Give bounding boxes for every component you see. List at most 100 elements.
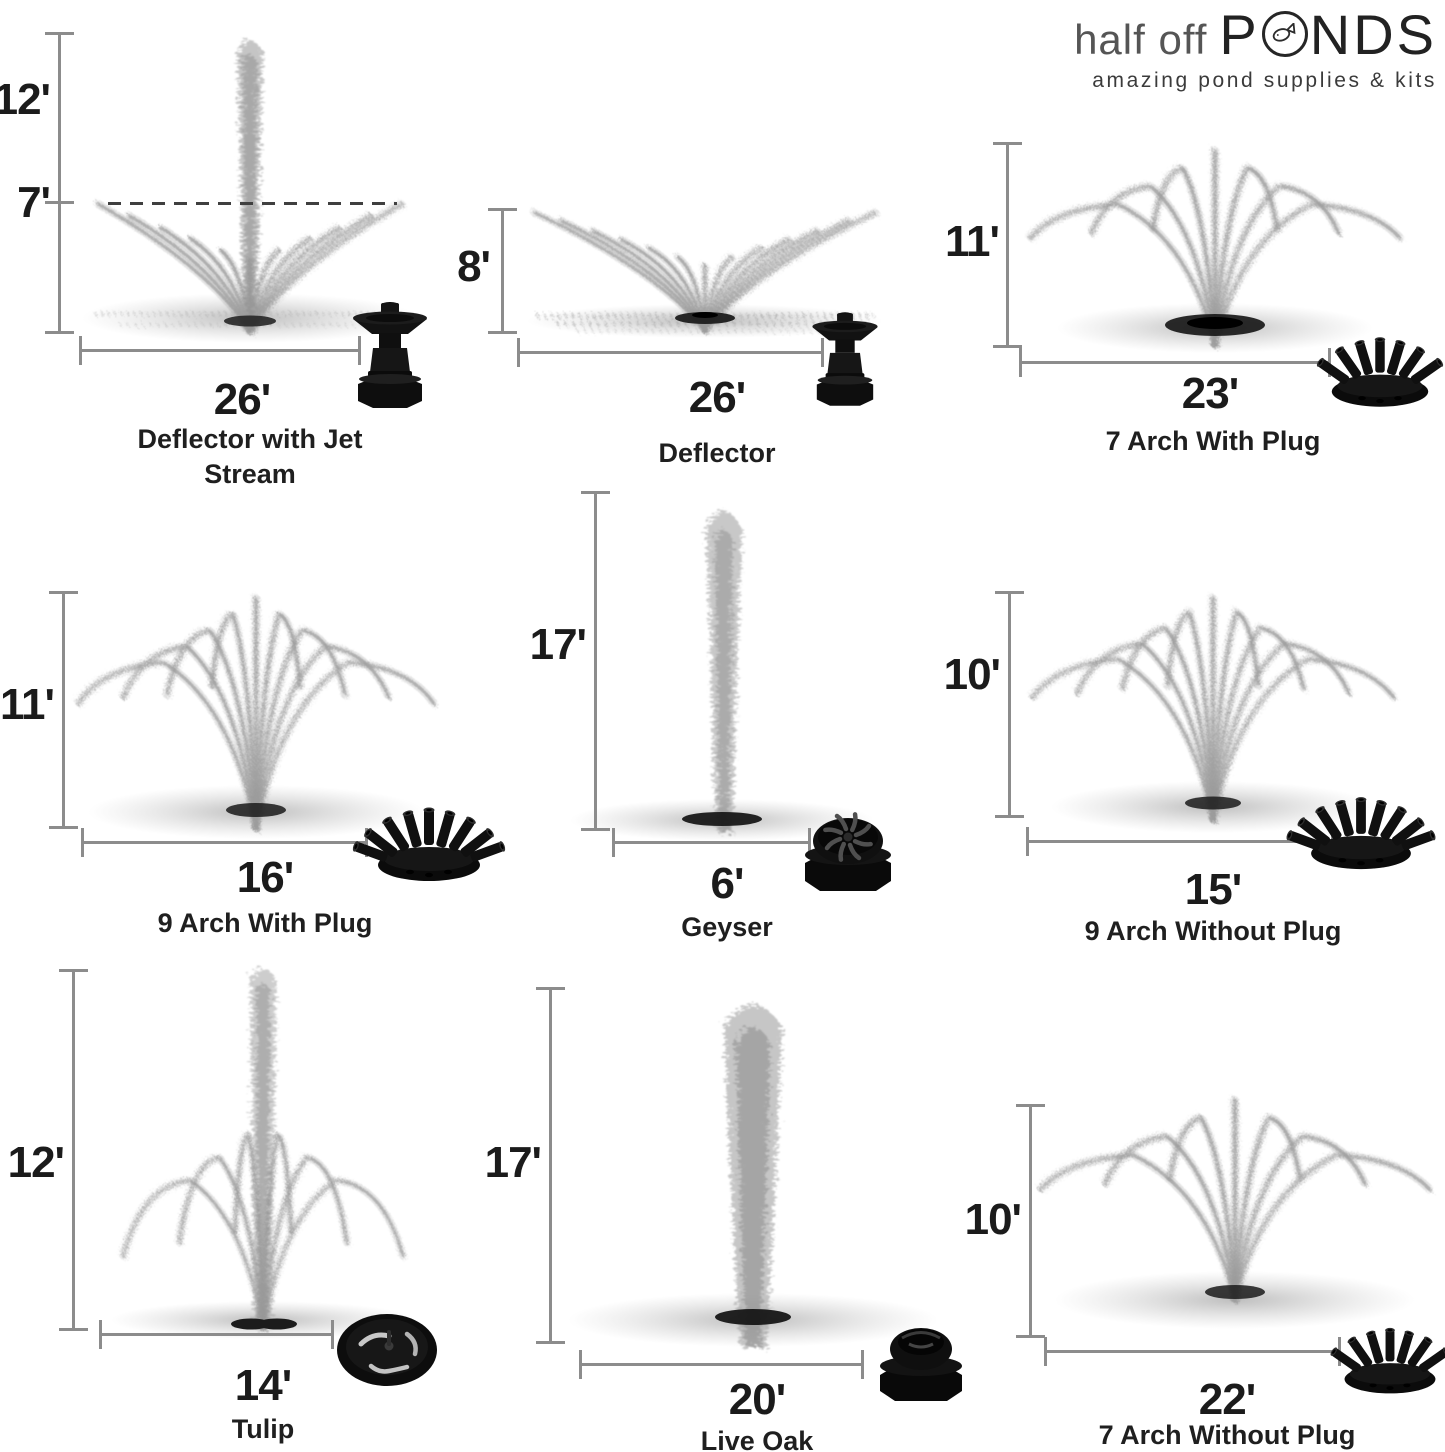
pinwheel-slots — [823, 812, 873, 862]
width-dimension-line — [1026, 827, 1334, 856]
dim-tick — [45, 32, 74, 35]
dim-tick — [993, 345, 1022, 348]
deflector-float-nozzle-icon — [812, 312, 878, 406]
width-dimension-line — [612, 828, 811, 857]
width-label: 23' — [1181, 369, 1239, 418]
product-name: Geyser — [681, 912, 773, 942]
dim-tick — [995, 815, 1024, 818]
geyser-cap-nozzle-icon — [805, 812, 891, 891]
dim-tick — [581, 491, 610, 494]
spray-illustration-7-arch — [1024, 150, 1406, 353]
fountain-cell-deflector: 8' 26' Deflector — [457, 0, 963, 470]
dim-tick — [581, 828, 610, 831]
height-label: 11' — [0, 680, 55, 729]
product-name: 9 Arch Without Plug — [1084, 916, 1342, 946]
product-name: Deflector with Jet Stream — [137, 424, 363, 490]
spray-illustration-9-arch — [1026, 596, 1400, 833]
width-dimension-line — [1044, 1337, 1341, 1366]
fountain-cell-tulip: 12' 14' Tulip — [0, 950, 482, 1452]
spray-fan — [1026, 596, 1400, 824]
height-dimension-line — [49, 591, 78, 829]
spray-illustration-live-oak — [568, 1005, 938, 1347]
float-base-top — [1187, 317, 1243, 329]
dim-tick — [808, 828, 811, 857]
height-label: 8' — [457, 242, 491, 291]
product-name: 7 Arch With Plug — [1105, 426, 1321, 456]
dim-tick — [579, 1350, 582, 1379]
dim-tick — [49, 826, 78, 829]
spray-fan — [1024, 150, 1406, 349]
jet-tubes — [352, 807, 506, 862]
width-label: 6' — [710, 859, 745, 908]
dim-tick — [488, 331, 517, 334]
product-name: 9 Arch With Plug — [157, 908, 373, 938]
dim-tick — [1016, 1104, 1045, 1107]
dim-tick — [488, 208, 517, 211]
width-dimension-line — [79, 336, 361, 365]
fountain-cell-7-arch-without-plug: 10' 22' 7 Arch Without Plug — [963, 950, 1445, 1452]
height-dimension-line — [1016, 1104, 1045, 1338]
spray-illustration-deflector-with-jet-stream — [82, 40, 418, 343]
width-label: 16' — [236, 853, 294, 902]
width-dimension-line — [1019, 348, 1331, 377]
height-label: 12' — [0, 75, 51, 124]
width-dimension-line — [81, 828, 368, 857]
product-name: Deflector — [658, 438, 776, 468]
brand-name: P NDS — [1219, 2, 1437, 67]
brand-logo: half off P NDS amazing pond supplies & ki… — [1074, 2, 1437, 93]
width-label: 14' — [234, 1361, 292, 1410]
jet-tubes — [1330, 1327, 1445, 1373]
spray-illustration-7-arch — [1034, 1099, 1436, 1329]
height-label: 10' — [964, 1195, 1022, 1244]
dim-tick — [99, 1320, 102, 1349]
height-reference-dashed-line — [108, 202, 397, 205]
dim-tick — [79, 336, 82, 365]
height-label: 11' — [945, 217, 1000, 266]
float-base — [682, 812, 762, 826]
dim-tick — [993, 142, 1022, 145]
jet-tubes — [1316, 337, 1444, 385]
width-label: 26' — [688, 373, 746, 422]
width-label: 26' — [213, 375, 271, 424]
dim-tick — [995, 591, 1024, 594]
dim-tick — [1016, 1335, 1045, 1338]
center-jet-core — [243, 54, 257, 332]
float-base — [226, 803, 286, 817]
height-label: 10' — [943, 650, 1001, 699]
height-label: 17' — [529, 620, 587, 669]
fountain-cell-9-arch-without-plug: 10' 15' 9 Arch Without Plug — [944, 470, 1445, 950]
brand-tagline: amazing pond supplies & kits — [1092, 69, 1437, 92]
spray-illustration-geyser — [570, 511, 874, 841]
width-dimension-line — [517, 338, 824, 367]
live-oak-cap-nozzle-icon — [880, 1328, 962, 1401]
float-base — [224, 315, 276, 327]
9-jet-cluster-nozzle-icon — [1286, 797, 1436, 870]
brand-logo-row: half off P NDS — [1074, 2, 1437, 67]
float-base — [1185, 796, 1241, 810]
7-jet-cluster-nozzle-icon — [1316, 337, 1444, 407]
dim-tick — [45, 201, 74, 204]
spray-fan — [73, 597, 439, 833]
height-dimension-line — [995, 591, 1024, 818]
width-dimension-line — [579, 1350, 864, 1379]
spray-illustration-9-arch — [73, 597, 439, 839]
float-base-right — [257, 1318, 297, 1330]
height-dimension-line — [488, 208, 517, 334]
dim-tick — [81, 828, 84, 857]
brand-letters-nds: NDS — [1309, 3, 1437, 66]
height-dimension-line — [581, 491, 610, 831]
width-label: 22' — [1198, 1375, 1256, 1424]
brand-letter-p: P — [1219, 3, 1260, 66]
fountain-cell-live-oak: 17' 20' Live Oak — [482, 950, 963, 1452]
fountain-cell-geyser: 17' 6' Geyser — [482, 470, 963, 950]
deflector-float-nozzle-icon — [353, 302, 427, 408]
dim-tick — [1328, 348, 1331, 377]
dim-tick — [821, 338, 824, 367]
7-jet-cluster-nozzle-icon — [1330, 1327, 1445, 1394]
height-dimension-line — [536, 987, 565, 1344]
dim-tick — [1026, 827, 1029, 856]
height-dimension-line — [45, 32, 74, 334]
float-base — [715, 1309, 791, 1325]
tulip-disc-nozzle-icon — [337, 1314, 437, 1386]
